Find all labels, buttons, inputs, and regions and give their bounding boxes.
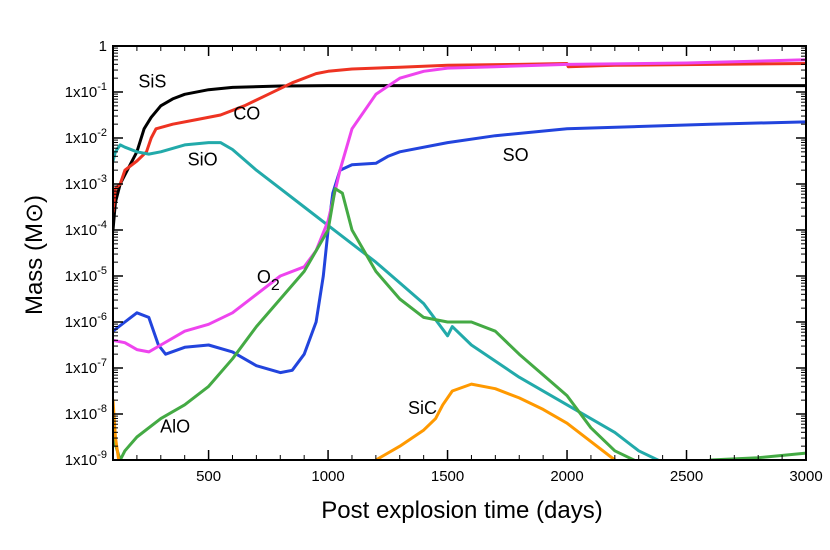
y-tick-label-exponent: -1	[97, 81, 107, 93]
series-label-text: AlO	[160, 416, 190, 436]
y-tick-label: 1x10-5	[65, 265, 107, 285]
y-tick-label: 1x10-3	[65, 173, 107, 193]
series-label-text: SiO	[188, 150, 218, 170]
y-tick-label-base: 1x10	[65, 314, 98, 331]
y-tick-label-base: 1x10	[65, 222, 98, 239]
y-tick-label-exponent: -7	[97, 357, 107, 369]
series-label-text: SO	[503, 145, 529, 165]
axis-layer: 11x10-11x10-21x10-31x10-41x10-51x10-61x1…	[65, 38, 823, 485]
x-tick-label: 3000	[789, 468, 822, 485]
series-label-sis: SiS	[138, 71, 166, 91]
y-tick-label-exponent: -8	[97, 403, 107, 415]
series-line-alo	[113, 187, 638, 460]
series-line-so	[113, 120, 806, 375]
series-label-text: SiS	[138, 71, 166, 91]
label-layer: SiS CO SiO SO O2 AlO SiC	[138, 71, 528, 436]
y-tick-label-exponent: -2	[97, 127, 107, 139]
y-tick-label: 1x10-9	[65, 449, 107, 469]
x-axis-title: Post explosion time (days)	[321, 497, 602, 524]
series-line-sio	[113, 141, 662, 460]
series-label-text: O	[257, 267, 271, 287]
x-tick-label: 1000	[311, 468, 344, 485]
y-tick-label: 1x10-4	[65, 219, 107, 239]
y-tick-label-base: 1x10	[65, 452, 98, 469]
y-tick-label-exponent: -3	[97, 173, 107, 185]
y-tick-label: 1x10-7	[65, 357, 107, 377]
x-tick-label: 500	[196, 468, 221, 485]
y-tick-label: 1	[99, 38, 107, 55]
y-tick-label: 1x10-8	[65, 403, 107, 423]
x-tick-label: 1500	[431, 468, 464, 485]
series-label-co: CO	[233, 104, 260, 124]
series-label-sio: SiO	[188, 150, 218, 170]
y-tick-label: 1x10-1	[65, 81, 107, 101]
y-tick-label-base: 1x10	[65, 360, 98, 377]
y-tick-label: 1x10-2	[65, 127, 107, 147]
series-label-text: SiC	[408, 398, 437, 418]
series-line-o2	[113, 58, 806, 354]
plot-frame	[112, 45, 807, 461]
y-tick-label-base: 1x10	[65, 130, 98, 147]
series-layer	[113, 58, 806, 460]
y-tick-label-base: 1x10	[65, 176, 98, 193]
series-label-text: CO	[233, 104, 260, 124]
y-tick-label-exponent: -5	[97, 265, 107, 277]
y-tick-label-base: 1	[99, 38, 107, 55]
y-tick-label-exponent: -4	[97, 219, 107, 231]
series-label-subscript: 2	[271, 277, 280, 294]
series-label-alo: AlO	[160, 416, 190, 436]
x-tick-label: 2000	[550, 468, 583, 485]
series-line-sic	[374, 382, 617, 460]
series-label-sic: SiC	[408, 398, 437, 418]
y-tick-label-exponent: -9	[97, 449, 107, 461]
y-tick-label-base: 1x10	[65, 84, 98, 101]
y-tick-label-base: 1x10	[65, 268, 98, 285]
y-tick-label-base: 1x10	[65, 406, 98, 423]
series-label-o2: O2	[257, 267, 280, 294]
x-tick-label: 2500	[670, 468, 703, 485]
y-tick-label: 1x10-6	[65, 311, 107, 331]
y-tick-label-exponent: -6	[97, 311, 107, 323]
series-label-so: SO	[503, 145, 529, 165]
y-axis-title: Mass (M⊙)	[21, 195, 48, 315]
